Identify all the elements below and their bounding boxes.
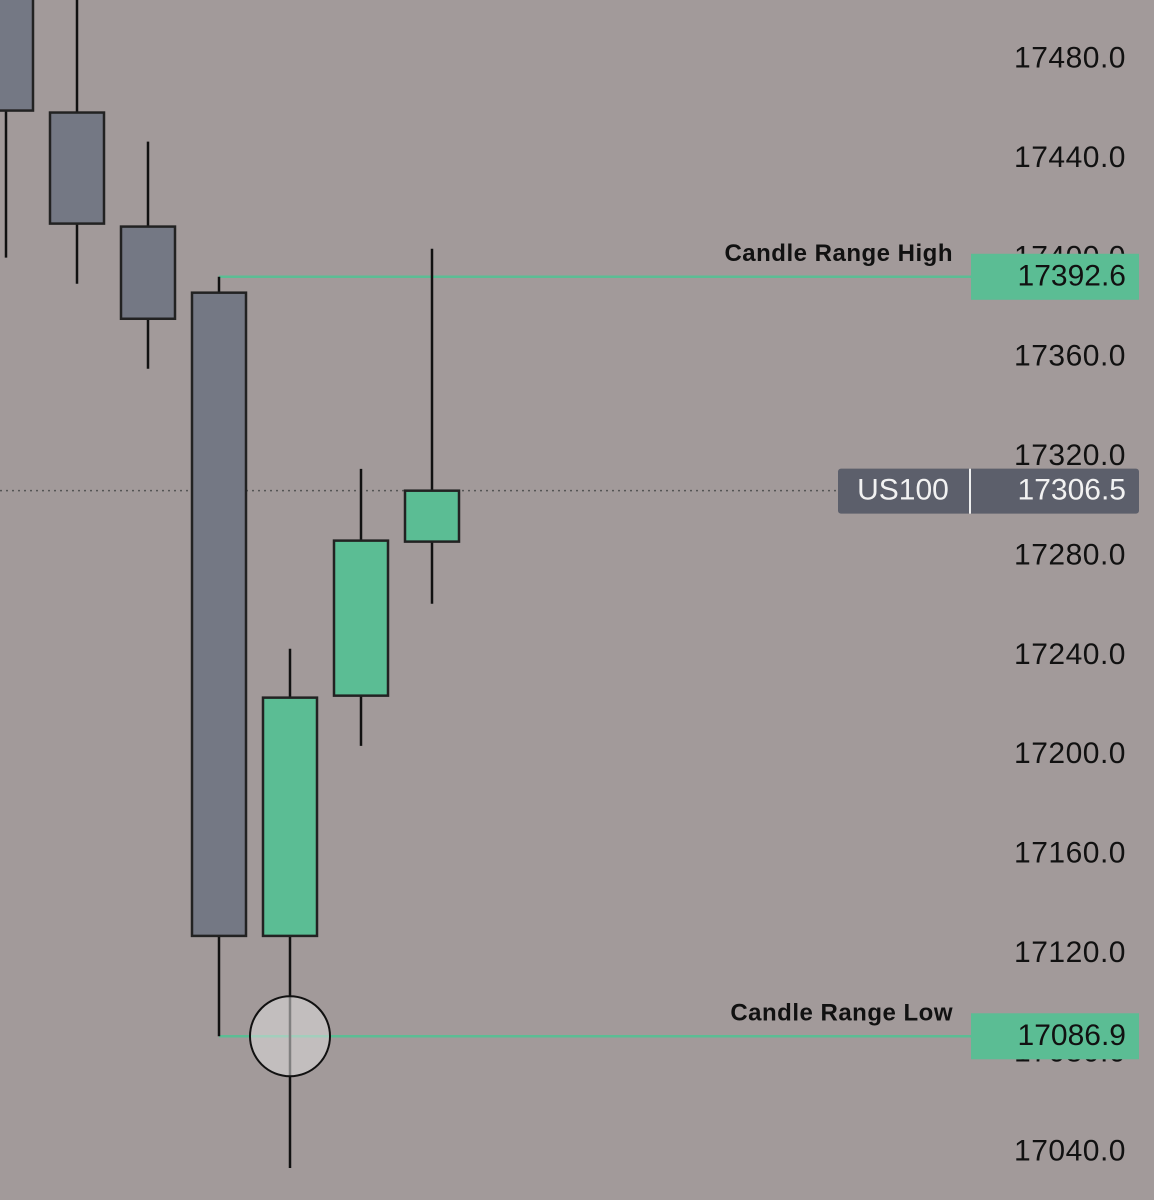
y-tick-label: 17200.0 <box>1014 737 1126 770</box>
candle-body <box>332 539 390 697</box>
candle-body <box>261 696 319 938</box>
y-tick-label: 17320.0 <box>1014 439 1126 472</box>
y-tick-label: 17120.0 <box>1014 936 1126 969</box>
highlight-circle <box>249 995 331 1078</box>
y-tick-label: 17280.0 <box>1014 538 1126 571</box>
symbol-tag <box>838 468 1139 514</box>
candle-body <box>48 111 106 225</box>
y-tick-label: 17040.0 <box>1014 1135 1126 1168</box>
candle-body <box>190 291 248 938</box>
y-tick-label: 17360.0 <box>1014 340 1126 373</box>
candle-body <box>403 489 461 543</box>
annotation-label: Candle Range High <box>724 240 953 267</box>
y-tick-label: 17160.0 <box>1014 837 1126 870</box>
price-tag <box>971 1013 1139 1060</box>
y-tick-label: 17240.0 <box>1014 638 1126 671</box>
annotation-label: Candle Range Low <box>730 1000 953 1027</box>
price-tag-label: 17086.9 <box>1018 1019 1126 1052</box>
candle-body <box>119 225 177 321</box>
last-price-label: 17306.5 <box>1018 474 1126 507</box>
y-tick-label: 17440.0 <box>1014 141 1126 174</box>
y-tick-label: 17480.0 <box>1014 42 1126 75</box>
symbol-label: US100 <box>857 474 949 507</box>
price-tag-label: 17392.6 <box>1018 260 1126 293</box>
price-tag <box>971 253 1139 300</box>
candle-body <box>0 0 35 112</box>
